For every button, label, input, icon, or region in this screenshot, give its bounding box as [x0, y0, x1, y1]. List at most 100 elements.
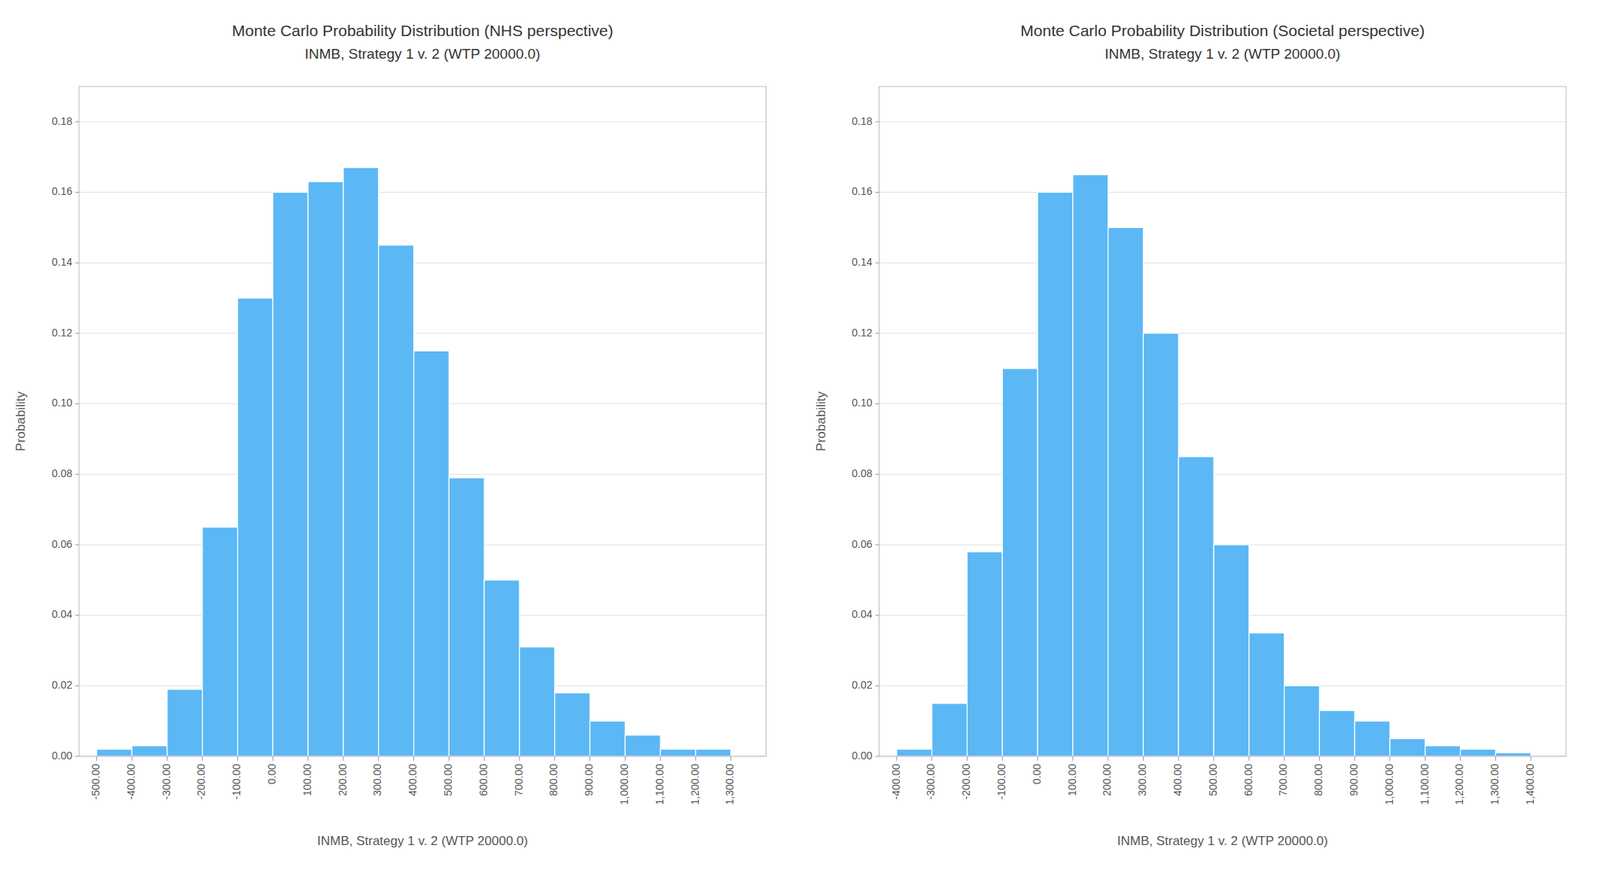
x-tick: [1037, 756, 1039, 762]
bar: [1178, 457, 1214, 757]
x-axis-label: INMB, Strategy 1 v. 2 (WTP 20000.0): [1117, 834, 1329, 849]
bar: [1249, 633, 1285, 757]
x-tick: [1213, 756, 1215, 762]
bar: [1425, 746, 1461, 757]
y-tick-label: 0.16: [851, 185, 872, 198]
grid-line: [879, 403, 1567, 405]
x-tick: [1495, 756, 1497, 762]
bar: [167, 689, 203, 757]
y-tick: [75, 121, 80, 122]
y-tick: [875, 121, 880, 122]
x-tick: [1107, 756, 1109, 762]
bar: [1037, 192, 1073, 757]
x-tick: [342, 756, 344, 762]
y-tick-label: 0.12: [51, 326, 73, 339]
bar: [1389, 739, 1426, 757]
x-tick: [896, 756, 897, 762]
x-tick: [96, 756, 98, 762]
x-tick: [518, 756, 520, 762]
grid-line: [79, 192, 767, 193]
title: Monte Carlo Probability Distribution (NH…: [231, 21, 614, 40]
y-tick: [75, 332, 80, 334]
x-tick-label: 700.00: [1276, 764, 1290, 797]
x-tick: [1389, 756, 1391, 762]
y-tick: [875, 403, 880, 405]
grid-line: [879, 192, 1567, 193]
x-tick-label: -400.00: [889, 764, 903, 801]
x-tick-label: 600.00: [1242, 764, 1255, 797]
x-axis-label: INMB, Strategy 1 v. 2 (WTP 20000.0): [316, 834, 528, 849]
bar: [1072, 174, 1109, 757]
grid-line: [79, 121, 767, 122]
y-tick: [75, 403, 80, 405]
bar: [448, 478, 485, 757]
bar: [660, 749, 696, 757]
x-axis: -400.00-300.00-200.00-100.000.00100.0020…: [889, 756, 1536, 806]
x-tick: [307, 756, 309, 762]
bar: [1495, 752, 1531, 757]
bar: [554, 693, 591, 757]
y-tick: [75, 474, 80, 476]
x-tick-label: 500.00: [1206, 764, 1220, 797]
x-tick: [1459, 756, 1461, 762]
x-tick: [1283, 756, 1285, 762]
x-tick: [966, 756, 968, 762]
x-tick: [1178, 756, 1180, 762]
x-tick-label: -100.00: [995, 764, 1008, 801]
x-tick-label: -200.00: [195, 764, 208, 801]
x-tick-label: 1,200.00: [688, 764, 701, 806]
grid-line: [79, 332, 767, 334]
bar: [624, 735, 661, 757]
x-tick-label: 500.00: [441, 764, 455, 797]
bar: [307, 181, 344, 757]
x-tick-label: -100.00: [230, 764, 243, 801]
grid-line: [879, 474, 1567, 476]
bar: [202, 527, 238, 757]
x-tick-label: 0.00: [1030, 764, 1043, 785]
chart-container: Monte Carlo Probability Distribution (NH…: [0, 0, 1600, 888]
bar: [272, 192, 308, 757]
x-tick: [413, 756, 415, 762]
x-tick-label: 200.00: [336, 764, 349, 797]
x-axis: -500.00-400.00-300.00-200.00-100.000.001…: [89, 756, 736, 806]
x-tick-label: 1,200.00: [1453, 764, 1466, 806]
subtitle: INMB, Strategy 1 v. 2 (WTP 20000.0): [304, 45, 541, 62]
x-tick: [237, 756, 238, 762]
x-tick-label: 1,400.00: [1523, 764, 1536, 806]
y-tick-label: 0.18: [51, 115, 73, 128]
y-axis-label: Probability: [13, 391, 28, 452]
x-tick-label: 800.00: [1312, 764, 1325, 797]
x-tick: [448, 756, 450, 762]
y-tick-label: 0.10: [851, 396, 872, 409]
x-tick-label: -400.00: [124, 764, 138, 801]
bar: [896, 749, 933, 757]
y-tick-label: 0.08: [851, 467, 872, 480]
x-tick: [484, 756, 485, 762]
x-tick: [624, 756, 626, 762]
y-tick-label: 0.06: [51, 538, 73, 551]
bar: [414, 350, 450, 757]
x-tick: [1142, 756, 1144, 762]
bar: [1213, 545, 1250, 757]
y-tick-label: 0.10: [51, 396, 73, 409]
x-tick-label: 0.00: [265, 764, 278, 785]
grid: [879, 121, 1567, 757]
bar: [1284, 685, 1320, 757]
y-tick: [875, 262, 880, 264]
bar: [1354, 721, 1390, 757]
panel: Monte Carlo Probability Distribution (So…: [813, 21, 1567, 849]
y-tick-label: 0.16: [51, 185, 73, 198]
x-tick-label: -300.00: [160, 764, 173, 801]
grid-line: [879, 262, 1567, 264]
x-tick-label: 100.00: [1066, 764, 1079, 797]
bar: [1108, 227, 1144, 757]
x-tick-label: 1,000.00: [1383, 764, 1396, 806]
y-tick-label: 0.06: [851, 538, 872, 551]
bar: [96, 749, 132, 757]
x-tick: [589, 756, 591, 762]
x-tick-label: 800.00: [547, 764, 560, 797]
x-tick: [166, 756, 168, 762]
bar: [695, 749, 732, 757]
y-tick-label: 0.18: [851, 115, 872, 128]
bar: [484, 580, 520, 757]
